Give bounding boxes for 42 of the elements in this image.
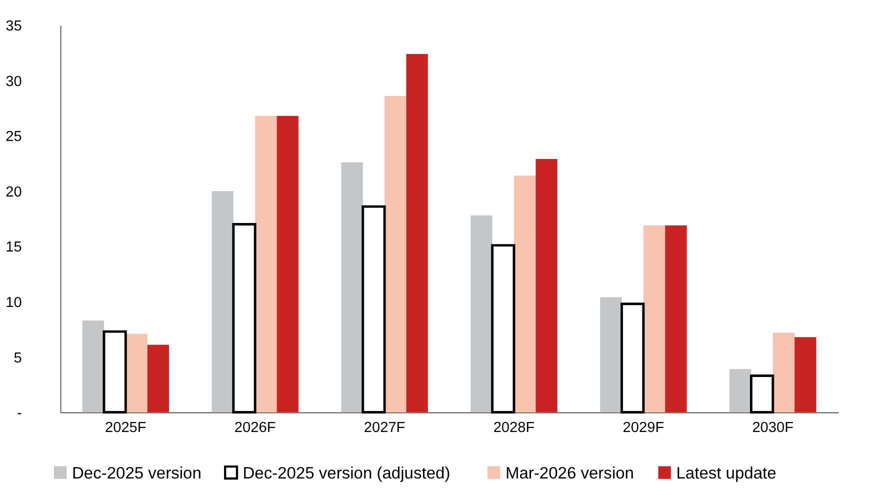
bar — [126, 334, 148, 412]
y-tick-label: - — [17, 406, 22, 422]
y-tick-label: 35 — [6, 18, 22, 35]
bar — [514, 176, 536, 412]
bar — [276, 116, 298, 412]
bar — [620, 302, 645, 414]
bar — [212, 191, 234, 412]
y-tick-label: 15 — [6, 240, 22, 256]
bar — [491, 244, 516, 414]
legend-label: Mar-2026 version — [505, 463, 634, 482]
bar — [794, 337, 816, 412]
x-tick-label: 2027F — [364, 420, 406, 436]
y-tick-label: 5 — [14, 350, 22, 366]
bar — [643, 225, 666, 412]
bar — [665, 225, 687, 412]
bar — [82, 320, 104, 412]
x-tick-label: 2025F — [104, 420, 146, 436]
y-tick-label: 25 — [6, 129, 22, 146]
bar — [600, 297, 622, 412]
bar — [232, 223, 256, 414]
legend-label: Dec-2025 version (adjusted) — [242, 463, 450, 482]
x-tick-label: 2026F — [234, 420, 276, 436]
bar — [406, 54, 428, 412]
y-tick-label: 20 — [6, 184, 22, 200]
bar — [147, 344, 170, 412]
y-tick-label: 10 — [6, 295, 22, 312]
bar — [102, 330, 127, 414]
y-tick-label: 30 — [6, 74, 22, 90]
bar — [341, 162, 363, 412]
bar — [750, 374, 774, 414]
bar — [730, 369, 752, 412]
legend-label: Latest update — [676, 463, 776, 482]
legend-label: Dec-2025 version — [72, 463, 202, 482]
bar — [362, 205, 386, 414]
bar — [772, 332, 795, 412]
bar — [255, 116, 277, 412]
bar — [384, 96, 406, 412]
x-tick-label: 2029F — [622, 420, 664, 436]
bar — [536, 159, 558, 412]
x-tick-label: 2028F — [493, 420, 535, 436]
bar — [470, 215, 492, 412]
x-tick-label: 2030F — [752, 420, 794, 436]
